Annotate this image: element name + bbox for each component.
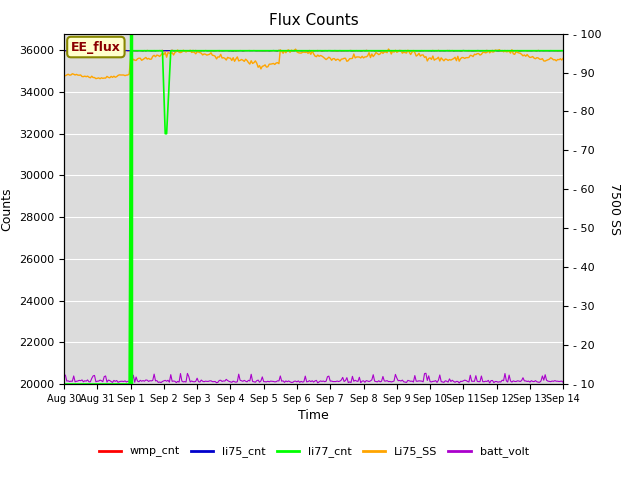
- Y-axis label: Counts: Counts: [1, 187, 13, 230]
- Legend: wmp_cnt, li75_cnt, li77_cnt, Li75_SS, batt_volt: wmp_cnt, li75_cnt, li77_cnt, Li75_SS, ba…: [94, 442, 533, 462]
- Title: Flux Counts: Flux Counts: [269, 13, 358, 28]
- Y-axis label: 7500 SS: 7500 SS: [608, 183, 621, 235]
- X-axis label: Time: Time: [298, 409, 329, 422]
- Text: EE_flux: EE_flux: [71, 40, 121, 54]
